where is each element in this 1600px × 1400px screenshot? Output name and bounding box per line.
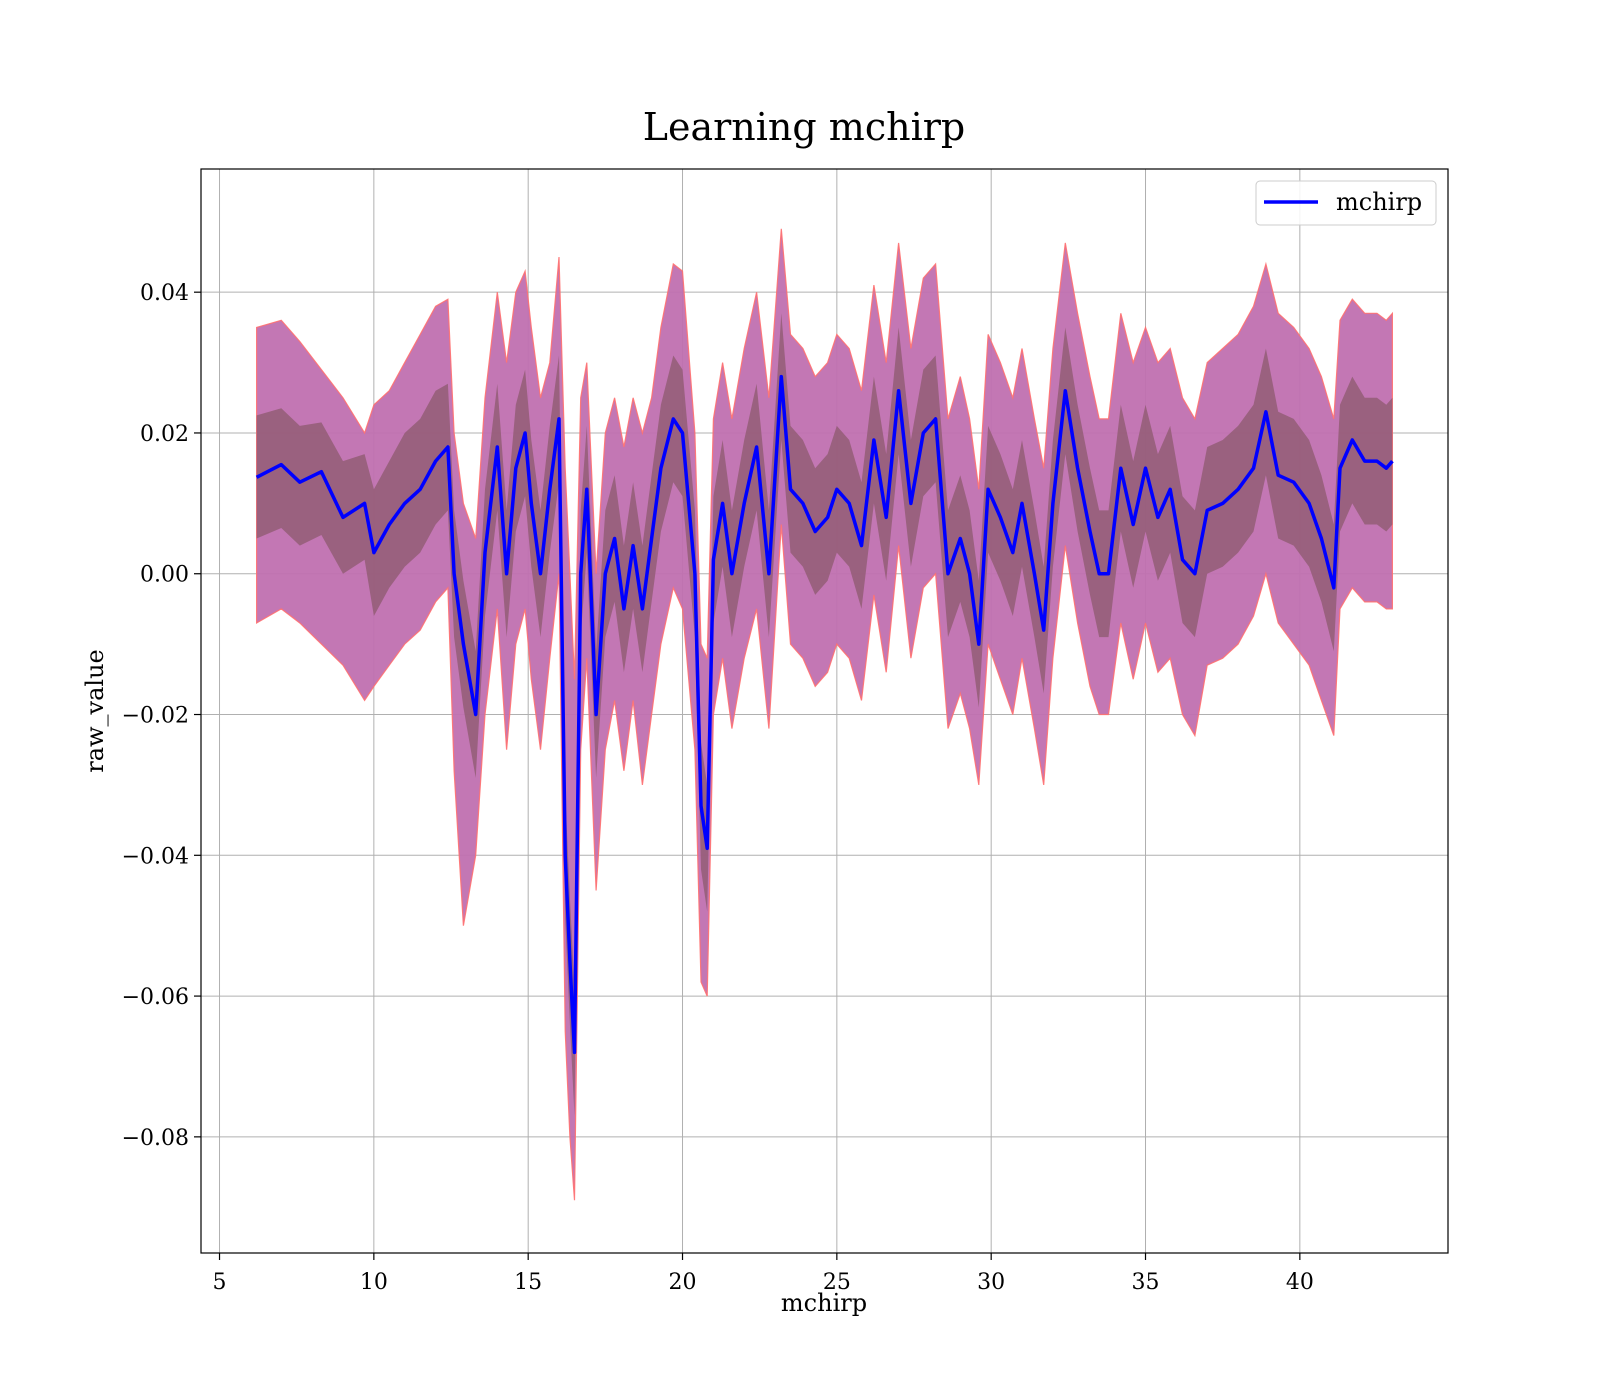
plot-area: [255, 228, 1394, 1201]
y-tick-label: 0.04: [140, 281, 189, 306]
y-tick-label: −0.02: [122, 704, 189, 729]
x-tick-label: 20: [669, 1270, 697, 1295]
y-axis-ticks: 0.04 0.02 0.00 −0.02 −0.04 −0.06 −0.08: [122, 281, 201, 1151]
y-tick-label: 0.02: [140, 422, 189, 447]
series-line-mchirp: [255, 374, 1394, 1055]
x-axis-ticks: 5 10 15 20 25 30 35 40: [213, 1253, 1314, 1295]
outer-confidence-band: [256, 228, 1393, 1201]
x-tick-label: 15: [514, 1270, 542, 1295]
x-tick-label: 25: [823, 1270, 851, 1295]
legend: mchirp: [1255, 180, 1437, 226]
inner-confidence-band: [256, 313, 1393, 1116]
x-axis-label: mchirp: [781, 1289, 867, 1317]
x-tick-label: 40: [1286, 1270, 1314, 1295]
y-tick-label: −0.08: [122, 1126, 189, 1151]
y-tick-label: −0.06: [122, 985, 189, 1010]
y-tick-label: 0.00: [140, 563, 189, 588]
chart-title: Learning mchirp: [643, 105, 965, 149]
x-tick-label: 5: [213, 1270, 227, 1295]
legend-box: [1255, 180, 1437, 226]
y-tick-label: −0.04: [122, 844, 189, 869]
y-axis-label: raw_value: [81, 649, 109, 773]
plot-frame: [200, 168, 1449, 1254]
x-tick-label: 30: [977, 1270, 1005, 1295]
x-tick-label: 35: [1132, 1270, 1160, 1295]
x-tick-label: 10: [360, 1270, 388, 1295]
legend-label-mchirp: mchirp: [1336, 188, 1422, 216]
